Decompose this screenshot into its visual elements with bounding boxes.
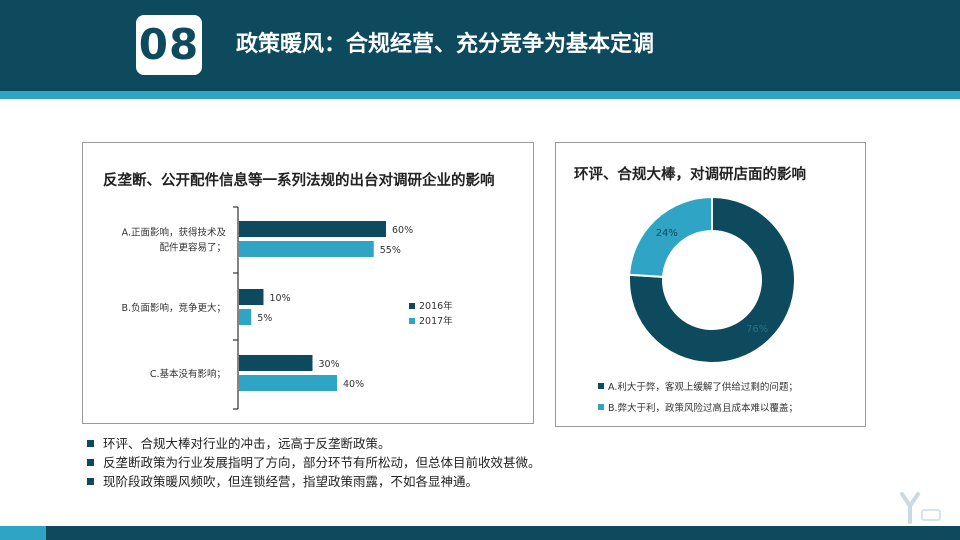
category-label: 配件更容易了； [159,242,226,254]
legend-label: B.弊大于利，政策风险过高且成本难以覆盖； [608,402,798,414]
legend-swatch [409,318,415,324]
category-label: C.基本没有影响； [150,368,226,380]
category-label: A.正面影响，获得技术及 [122,227,227,239]
legend-swatch [598,404,604,410]
bullet-square-icon [87,440,94,447]
legend-label: 2017年 [419,315,453,327]
bar [239,289,264,305]
bar [239,355,313,371]
bar-chart-title: 反垄断、公开配件信息等一系列法规的出台对调研企业的影响 [103,173,495,189]
bar [239,375,337,391]
bar-chart-panel: 反垄断、公开配件信息等一系列法规的出台对调研企业的影响 A.正面影响，获得技术及… [82,142,534,424]
footer-accent-stripe [0,526,46,540]
bar-value-label: 60% [392,225,413,236]
legend-label: A.利大于弊，客观上缓解了供给过剩的问题； [608,381,798,393]
bullet-item: 反垄断政策为行业发展指明了方向，部分环节有所松动，但总体目前收效甚微。 [87,453,787,472]
bar-value-label: 5% [257,313,272,324]
bar [239,241,374,257]
watermark-logo-icon [900,492,941,524]
legend-swatch [598,383,604,389]
donut-chart-panel: 环评、合规大棒，对调研店面的影响 76% 24% A.利大于弊，客观上缓解了供给过剩… [555,142,866,427]
footer-bar [0,526,960,540]
bar-value-label: 30% [319,359,340,370]
legend-label: 2016年 [419,300,453,312]
bar-value-label: 10% [270,293,291,304]
bar [239,221,386,237]
bullet-text: 现阶段政策暖风频吹，但连锁经营，指望政策雨露，不如各显神通。 [103,474,479,489]
donut-chart-title: 环评、合规大棒，对调研店面的影响 [574,167,806,183]
category-label: B.负面影响，竞争更大； [121,302,226,314]
donut-chart: 76% 24% A.利大于弊，客观上缓解了供给过剩的问题； B.弊大于利，政策风险过高… [598,195,798,414]
bar-value-label: 55% [380,245,401,256]
donut-slice [628,195,713,278]
bullet-square-icon [87,459,94,466]
bullet-text: 反垄断政策为行业发展指明了方向，部分环节有所松动，但总体目前收效甚微。 [103,455,541,470]
bullet-text: 环评、合规大棒对行业的冲击，远高于反垄断政策。 [103,436,391,451]
bar [239,309,252,325]
header-accent-stripe [0,91,960,99]
bullet-item: 现阶段政策暖风频吹，但连锁经营，指望政策雨露，不如各显神通。 [87,472,787,491]
donut-value-label: 76% [746,324,768,335]
bullet-list: 环评、合规大棒对行业的冲击，远高于反垄断政策。 反垄断政策为行业发展指明了方向，… [87,434,787,491]
donut-slice [628,195,796,364]
page-title: 政策暖风：合规经营、充分竞争为基本定调 [236,32,655,57]
bar-value-label: 40% [343,379,364,390]
legend-swatch [409,303,415,309]
bullet-item: 环评、合规大棒对行业的冲击，远高于反垄断政策。 [87,434,787,453]
section-number-badge: 08 [136,15,202,75]
bullet-square-icon [87,478,94,485]
donut-value-label: 24% [656,228,678,239]
